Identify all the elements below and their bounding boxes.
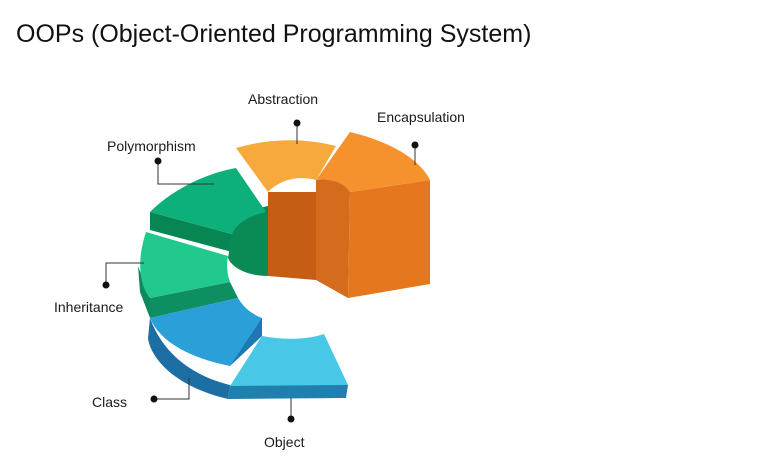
polymorphism-callout-line <box>157 161 214 185</box>
object-segment-side <box>228 385 348 399</box>
class-dot <box>150 395 158 403</box>
object-dot <box>287 415 295 423</box>
callouts <box>105 123 416 419</box>
encapsulation-segment-side <box>348 180 430 298</box>
class-segment <box>150 298 262 366</box>
object-label: Object <box>264 434 305 450</box>
encapsulation-dot <box>411 141 419 149</box>
class-segment-side <box>148 318 230 399</box>
polymorphism-segment-cut <box>150 212 232 252</box>
object-segment <box>230 334 348 386</box>
inheritance-segment-side <box>138 266 150 318</box>
encapsulation-segment <box>316 132 430 192</box>
inheritance-label: Inheritance <box>54 299 123 315</box>
ring-top-faces <box>140 132 430 386</box>
abstraction-segment <box>236 140 336 192</box>
polymorphism-label: Polymorphism <box>107 138 196 154</box>
inheritance-segment <box>140 232 230 298</box>
polymorphism-segment <box>150 168 266 234</box>
abstraction-segment-inner <box>268 192 316 280</box>
inheritance-segment-cut <box>150 282 238 318</box>
page-title: OOPs (Object-Oriented Programming System… <box>16 20 532 48</box>
class-label: Class <box>92 394 127 410</box>
inheritance-callout-line <box>105 262 144 285</box>
inheritance-dot <box>102 281 110 289</box>
encapsulation-label: Encapsulation <box>377 109 465 125</box>
encapsulation-segment-cut <box>316 179 350 298</box>
callout-dots <box>102 119 419 423</box>
abstraction-label: Abstraction <box>248 91 318 107</box>
concept-labels: Abstraction Encapsulation Polymorphism I… <box>54 91 465 450</box>
polymorphism-dot <box>154 157 162 165</box>
abstraction-dot <box>293 119 301 127</box>
class-callout-line <box>154 378 190 400</box>
